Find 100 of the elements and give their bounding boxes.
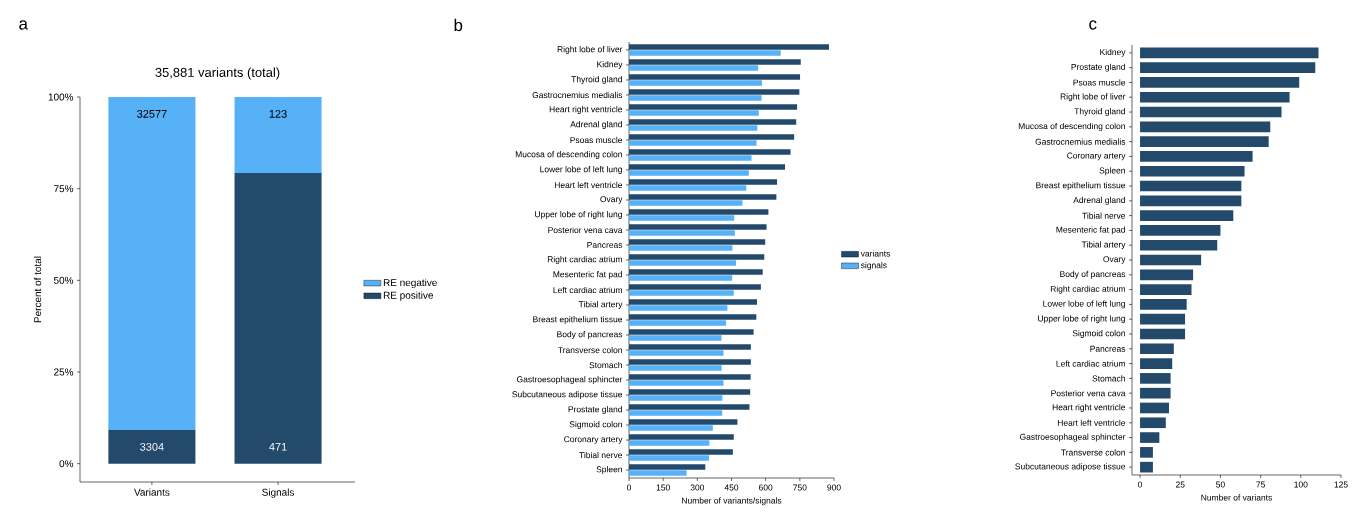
x-tick-label: 900 <box>827 484 841 491</box>
x-tick-label: 750 <box>793 484 807 491</box>
bar <box>629 260 737 266</box>
y-tick-label: Mucosa of descending colon <box>1018 122 1125 131</box>
legend-label: RE negative <box>383 278 437 289</box>
bar <box>1140 62 1316 73</box>
y-tick-label: Lower lobe of left lung <box>540 166 622 174</box>
y-tick-label: Tibial nerve <box>1082 212 1126 219</box>
bar <box>1140 136 1269 147</box>
bar <box>629 365 722 371</box>
y-tick-label: Gastroesophageal sphincter <box>1020 433 1126 442</box>
text: c <box>1089 20 1097 30</box>
bar <box>629 74 801 80</box>
bar <box>1140 269 1194 281</box>
y-tick-label: Psoas muscle <box>1073 79 1126 86</box>
bar <box>108 97 196 430</box>
y-tick-label: Transverse colon <box>558 346 622 354</box>
y-tick-label: Psoas muscle <box>570 136 623 144</box>
bar <box>234 97 322 173</box>
bar <box>1140 417 1166 429</box>
y-tick-label: Ovary <box>600 196 623 204</box>
y-tick-label: Right lobe of liver <box>1060 93 1126 102</box>
bar <box>629 359 751 365</box>
bar <box>629 314 757 320</box>
bar <box>629 305 728 311</box>
bar <box>629 230 735 236</box>
y-tick-label: Pancreas <box>587 242 623 248</box>
bar <box>629 179 778 185</box>
bar <box>629 119 797 125</box>
y-tick-label: Body of pancreas <box>1060 270 1126 279</box>
y-tick-label: Heart left ventricle <box>554 181 623 189</box>
y-tick-label: Stomach <box>589 361 622 369</box>
bar <box>629 95 762 101</box>
y-tick-label: 75% <box>54 185 74 193</box>
bar <box>629 284 761 290</box>
bar <box>629 395 723 401</box>
y-tick-label: 100% <box>48 93 74 101</box>
y-tick-label: Tibial nerve <box>579 451 623 459</box>
bar <box>629 410 723 416</box>
bar <box>629 185 747 191</box>
y-tick-label: Ovary <box>1103 256 1126 264</box>
y-tick-label: Tibial artery <box>578 301 623 309</box>
legend-label: RE positive <box>383 291 434 301</box>
bar <box>1140 299 1187 310</box>
bar <box>629 110 759 116</box>
x-tick-label: 75 <box>1256 481 1265 488</box>
bar <box>629 374 751 380</box>
bar <box>1140 461 1153 473</box>
y-tick-label: Posterior vena cava <box>1051 390 1126 397</box>
bar <box>629 44 829 50</box>
y-tick-label: Right cardiac atrium <box>1050 285 1125 294</box>
bar <box>1140 313 1186 325</box>
y-tick-label: Stomach <box>1092 375 1125 382</box>
bar <box>1140 358 1173 369</box>
x-tick-label: 600 <box>759 484 773 491</box>
chart-title: 35,881 variants (total) <box>155 67 280 80</box>
bar <box>629 389 751 395</box>
x-tick-label: 0 <box>626 484 632 491</box>
y-tick-label: Transverse colon <box>1061 449 1125 456</box>
bar <box>629 89 800 95</box>
x-axis-title: Number of variants <box>1201 494 1272 501</box>
bar <box>1140 225 1221 236</box>
y-tick-label: Posterior vena cava <box>548 226 623 234</box>
bar <box>1140 387 1171 399</box>
bar <box>629 50 781 56</box>
x-tick-label: 150 <box>656 484 670 491</box>
bar <box>629 419 738 425</box>
x-tick-label: Variants <box>134 488 170 496</box>
bar <box>629 224 767 230</box>
y-tick-label: Heart right ventricle <box>1052 404 1126 412</box>
bar <box>1140 165 1245 177</box>
y-tick-label: Coronary artery <box>1067 152 1126 161</box>
bar <box>629 200 743 206</box>
bar <box>1140 91 1290 103</box>
y-tick-label: Coronary artery <box>564 436 623 444</box>
bar <box>629 449 733 455</box>
bar <box>1140 106 1282 118</box>
bar <box>629 59 801 65</box>
y-tick-label: Breast epithelium tissue <box>1036 182 1126 190</box>
y-tick-label: Heart right ventricle <box>549 106 623 114</box>
y-tick-label: Thyroid gland <box>571 76 622 84</box>
y-tick-label: Kidney <box>597 61 623 69</box>
bar <box>1140 180 1242 192</box>
x-tick-label: Signals <box>262 488 295 498</box>
bar <box>1140 402 1169 414</box>
bar <box>629 434 734 440</box>
y-tick-label: Gastroesophageal sphincter <box>517 376 623 384</box>
y-axis-title: Percent of total <box>33 256 42 323</box>
bar <box>629 155 752 161</box>
bar <box>629 344 751 350</box>
bar <box>1140 284 1192 295</box>
x-tick-label: 50 <box>1216 481 1225 488</box>
bar <box>1140 121 1271 133</box>
y-tick-label: Upper lobe of right lung <box>535 211 622 219</box>
y-tick-label: Spleen <box>1099 167 1125 176</box>
y-tick-label: Mesenteric fat pad <box>1056 226 1125 235</box>
bar <box>629 275 733 281</box>
y-tick-label: Right cardiac atrium <box>547 256 622 264</box>
y-tick-label: Pancreas <box>1090 345 1126 352</box>
x-tick-label: 25 <box>1175 481 1185 488</box>
